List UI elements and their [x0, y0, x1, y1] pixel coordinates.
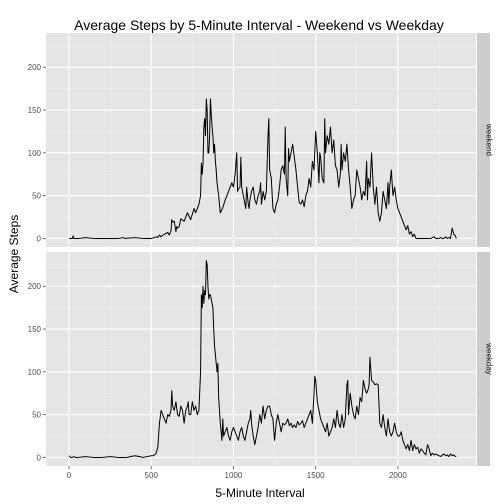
y-tick-label: 0	[37, 234, 42, 243]
y-tick-label: 200	[28, 63, 42, 72]
facet-strip	[477, 252, 490, 466]
chart-title: Average Steps by 5-Minute Interval - Wee…	[74, 17, 444, 33]
x-tick-label: 1000	[225, 471, 243, 480]
y-tick-label: 0	[37, 453, 42, 462]
facet-strip	[477, 33, 490, 247]
panels-layer: 0 50 100 150 200 weekend 0 50 100 150 200 weekday 0 5…	[28, 33, 494, 480]
series-line-weekday	[68, 260, 457, 458]
x-tick-label: 1500	[307, 471, 325, 480]
x-tick-label: 2000	[389, 471, 407, 480]
y-tick-label: 100	[28, 149, 42, 158]
x-tick-label: 500	[145, 471, 159, 480]
series-line-weekend	[69, 98, 457, 239]
y-tick-label: 50	[32, 192, 41, 201]
panel-weekend: 0 50 100 150 200 weekend	[28, 33, 494, 247]
y-tick-label: 50	[32, 411, 41, 420]
panel-background	[46, 33, 476, 247]
facet-label-weekend: weekend	[485, 123, 494, 156]
y-tick-label: 150	[28, 106, 42, 115]
x-axis-title: 5-Minute Interval	[215, 486, 304, 500]
panel-background	[46, 252, 476, 466]
y-tick-label: 150	[28, 325, 42, 334]
y-axis-title: Average Steps	[7, 215, 21, 294]
facet-label-weekday: weekday	[485, 342, 494, 375]
y-tick-label: 200	[28, 282, 42, 291]
y-tick-label: 100	[28, 368, 42, 377]
x-tick-label: 0	[67, 471, 72, 480]
panel-weekday: 0 50 100 150 200 weekday 0 500 1000 1500 2000	[28, 252, 494, 480]
